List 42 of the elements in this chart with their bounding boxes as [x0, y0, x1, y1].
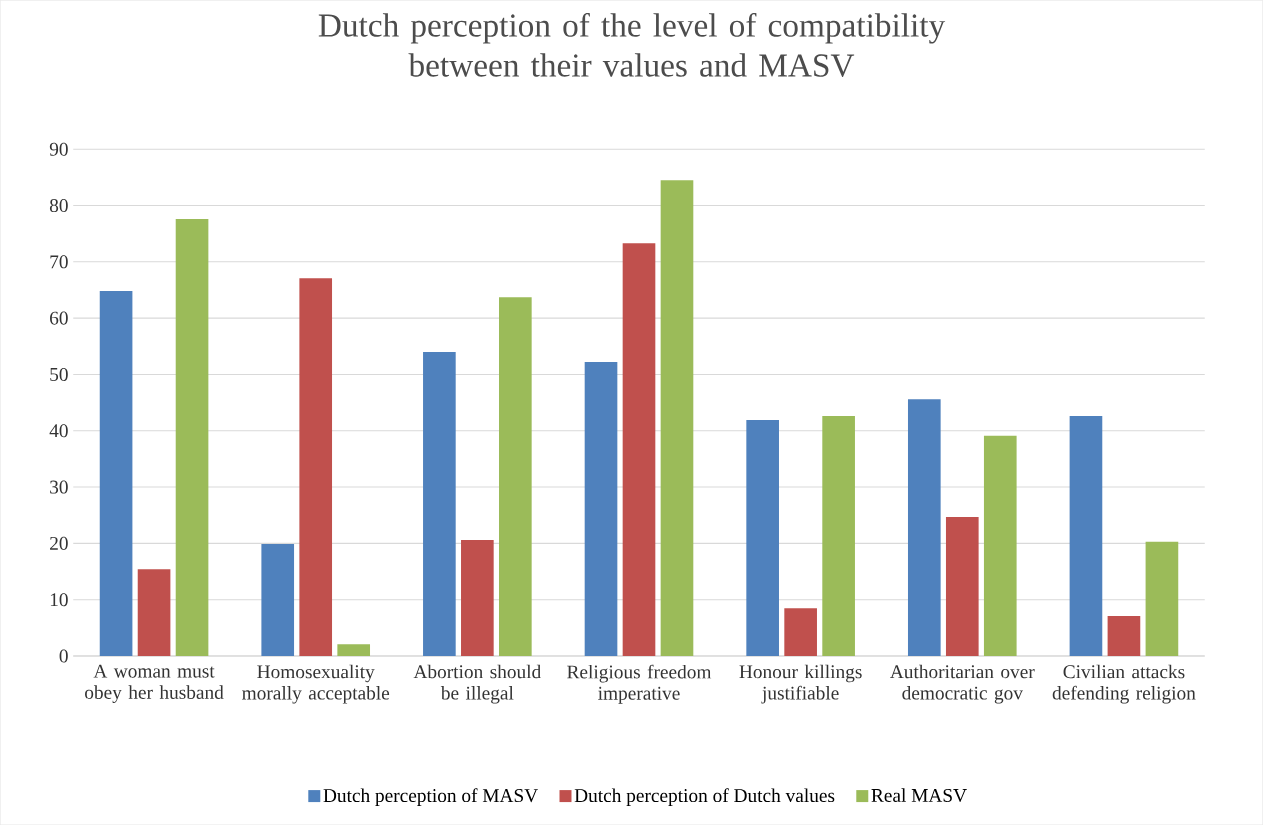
bar	[746, 419, 779, 656]
bar	[622, 243, 656, 656]
bar	[337, 644, 371, 656]
y-tick-label: 0	[59, 649, 68, 663]
x-tick-label: Homosexuality morally acceptable	[242, 664, 390, 704]
bar	[299, 278, 333, 656]
y-tick-label: 40	[49, 424, 68, 438]
y-tick-label: 80	[49, 198, 68, 212]
bar	[423, 351, 456, 656]
y-tick-label: 60	[50, 311, 68, 325]
bar	[907, 399, 941, 656]
bar	[1107, 615, 1141, 656]
bar	[660, 180, 694, 656]
bar	[945, 516, 979, 656]
x-tick-label: Honour killings justifiable	[739, 664, 862, 704]
x-tick-label: A woman must obey her husband	[85, 664, 224, 703]
bar	[99, 291, 133, 656]
y-tick-label: 90	[49, 142, 68, 156]
bar	[461, 539, 494, 656]
bar	[137, 569, 171, 656]
bar	[175, 218, 209, 656]
y-tick-label: 50	[50, 367, 68, 381]
legend-label: Dutch perception of MASV	[323, 788, 538, 806]
bar	[822, 416, 855, 656]
bar	[784, 608, 817, 656]
bar	[499, 297, 532, 656]
y-tick-label: 70	[50, 255, 68, 269]
bar	[983, 435, 1017, 656]
bar	[1145, 541, 1179, 656]
bar	[1069, 416, 1103, 656]
x-tick-label: Civilian attacks defending religion	[1052, 664, 1196, 704]
legend-label: Dutch perception of Dutch values	[574, 788, 835, 806]
x-tick-label: Abortion should be illegal	[413, 664, 541, 704]
bar	[584, 361, 618, 656]
x-tick-label: Religious freedom imperative	[567, 664, 712, 704]
bar	[261, 543, 295, 656]
chart-title: Dutch perception of the level of compatibility between their values and MASV	[318, 12, 946, 77]
legend-label: Real MASV	[871, 788, 967, 802]
y-tick-label: 20	[50, 536, 68, 550]
y-tick-label: 30	[50, 480, 68, 494]
x-tick-label: Authoritarian over democratic gov	[890, 664, 1035, 704]
y-tick-label: 10	[50, 593, 68, 607]
